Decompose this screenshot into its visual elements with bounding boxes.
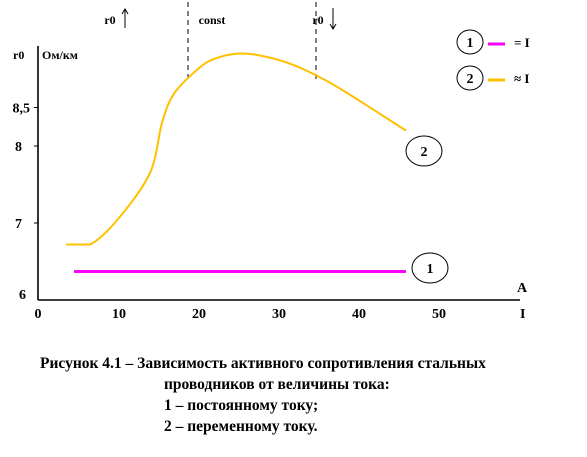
region-label: const	[199, 13, 226, 27]
series-line-2	[66, 52, 407, 246]
series-label-circle	[405, 135, 443, 167]
x-tick-label: 50	[432, 307, 446, 322]
legend-number: 1	[467, 36, 474, 51]
legend-text: ≈ I	[514, 71, 529, 86]
legend: 1 = I 2 ≈ I	[456, 29, 530, 91]
legend-circle	[456, 65, 484, 91]
x-tick-label: 10	[112, 307, 126, 322]
legend-circle	[456, 29, 484, 55]
legend-number: 2	[467, 72, 474, 87]
y-tick-label: 7	[15, 217, 22, 232]
y-axis-unit: Ом/км	[42, 48, 78, 62]
figure-caption: Рисунок 4.1 – Зависимость активного сопр…	[40, 353, 560, 437]
region-arrow-head	[329, 23, 337, 30]
series-label-1: 1	[427, 262, 434, 277]
caption-line-2: проводников от величины тока:	[164, 376, 390, 393]
x-tick-label: 0	[35, 307, 42, 322]
region-label: r0	[104, 13, 115, 27]
y-tick-label: 8,5	[13, 102, 31, 117]
series-labels: 12	[405, 135, 449, 284]
caption-line-4: 2 – переменному току.	[164, 418, 318, 435]
axes	[37, 46, 520, 301]
x-axis-symbol: I	[520, 307, 525, 322]
y-tick-label: 6	[19, 288, 26, 303]
y-axis-symbol: r0	[13, 48, 24, 62]
y-tick-label: 8	[15, 140, 22, 155]
region-arrow-head	[121, 8, 129, 15]
axis-titles: r0 Ом/км A I	[13, 48, 528, 322]
region-markers: r0 const r0	[104, 2, 337, 80]
x-tick-label: 20	[192, 307, 206, 322]
caption-line-3: 1 – постоянному току;	[164, 397, 319, 414]
x-tick-label: 30	[272, 307, 286, 322]
chart: r0 const r0 0 10 20 30 40 50 6 7 8 8,5 r0 Ом/км A I…	[13, 2, 530, 323]
region-label: r0	[312, 13, 323, 27]
x-axis-unit: A	[517, 281, 528, 296]
legend-text: = I	[514, 35, 530, 50]
series-label-circle	[411, 252, 449, 284]
series-layer	[66, 52, 407, 274]
series-label-2: 2	[421, 145, 428, 160]
x-tick-label: 40	[352, 307, 366, 322]
caption-line-1: Рисунок 4.1 – Зависимость активного сопр…	[40, 355, 486, 372]
tick-labels: 0 10 20 30 40 50 6 7 8 8,5	[13, 102, 447, 323]
